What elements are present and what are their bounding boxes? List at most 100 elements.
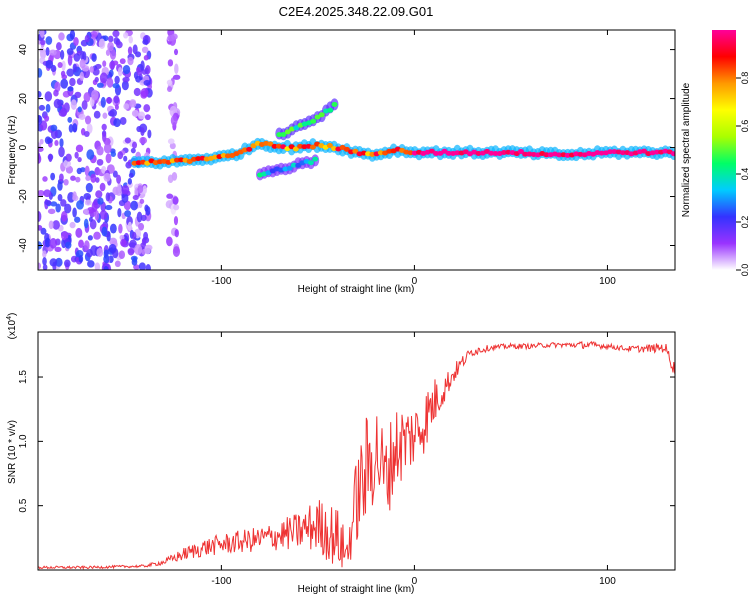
heatmap-cell: [123, 155, 128, 162]
heatmap-cell: [60, 78, 69, 89]
heatmap-cell: [140, 60, 145, 72]
y-tick-label: 20: [18, 93, 29, 105]
heatmap-cell: [92, 68, 100, 76]
y-tick-label: -40: [18, 238, 29, 253]
spectrogram-chart: -100 0 100 -40 -20 0 20 40 Height of straight …: [7, 29, 676, 295]
heatmap-cell: [522, 151, 529, 157]
heatmap-cell: [136, 69, 143, 76]
heatmap-cell: [45, 103, 51, 113]
heatmap-cell: [120, 238, 127, 247]
heatmap-cell: [103, 172, 111, 182]
heatmap-cell: [54, 139, 59, 146]
heatmap-cell: [76, 200, 84, 210]
heatmap-cell: [352, 148, 359, 154]
heatmap-cell: [112, 170, 118, 178]
heatmap-cell: [102, 60, 107, 67]
heatmap-cell: [101, 226, 108, 237]
colorbar-tick-label: 0.4: [740, 168, 750, 181]
heatmap-cell: [99, 182, 106, 192]
heatmap-cell: [57, 61, 63, 68]
heatmap-cell: [91, 89, 99, 101]
heatmap-cell: [129, 100, 137, 108]
x-tick-label: -100: [211, 276, 231, 287]
y-tick-label: 40: [18, 44, 29, 56]
heatmap-cell: [144, 114, 151, 121]
heatmap-cell: [142, 39, 149, 45]
x-tick-label: 0: [412, 576, 418, 587]
heatmap-cell: [84, 34, 90, 43]
heatmap-cell: [38, 115, 43, 125]
heatmap-cell: [86, 149, 95, 160]
heatmap-cell: [312, 156, 319, 162]
heatmap-cell: [95, 177, 100, 183]
snr-scale-label: (x104): [6, 313, 18, 340]
heatmap-cell: [93, 199, 99, 206]
heatmap-cell: [63, 102, 70, 113]
heatmap-cell: [103, 254, 110, 264]
heatmap-cell: [173, 215, 179, 226]
heatmap-cell: [167, 174, 174, 184]
heatmap-cell: [174, 63, 179, 75]
heatmap-cell: [81, 100, 88, 110]
heatmap-cell: [143, 79, 151, 86]
heatmap-cell: [428, 148, 435, 154]
heatmap-cell: [72, 207, 77, 218]
heatmap-cell: [117, 208, 122, 218]
heatmap-cell: [38, 211, 42, 222]
heatmap-cell: [119, 116, 127, 125]
heatmap-cell: [65, 165, 74, 174]
heatmap-cell: [292, 146, 299, 152]
heatmap-cell: [171, 33, 178, 40]
heatmap-cell: [267, 141, 274, 147]
heatmap-cell: [108, 243, 117, 253]
heatmap-cell: [454, 150, 461, 156]
heatmap-cell: [59, 173, 64, 182]
y-tick-label: -20: [18, 189, 29, 204]
y-tick-label: 1.5: [18, 370, 29, 384]
heatmap-cell: [307, 160, 314, 166]
heatmap-cell: [39, 120, 48, 131]
heatmap-cell: [38, 224, 43, 231]
heatmap-cell: [147, 129, 152, 139]
heatmap-cell: [127, 177, 132, 185]
heatmap-cell: [39, 30, 45, 38]
heatmap-cell: [167, 59, 174, 67]
heatmap-cell: [288, 144, 295, 150]
heatmap-cell: [45, 59, 54, 69]
heatmap-cell: [70, 99, 77, 110]
heatmap-cell: [74, 151, 79, 159]
heatmap-cell: [38, 68, 43, 78]
heatmap-cell: [79, 59, 86, 69]
heatmap-cell: [169, 142, 176, 150]
heatmap-cell: [101, 165, 107, 174]
heatmap-cell: [172, 246, 181, 258]
heatmap-cell: [83, 208, 90, 215]
heatmap-cell: [271, 143, 278, 149]
heatmap-cell: [331, 101, 338, 107]
heatmap-cell: [309, 144, 316, 150]
heatmap-cell: [85, 182, 93, 193]
heatmap-cell: [137, 111, 146, 120]
heatmap-cell: [60, 49, 65, 60]
heatmap-cell: [132, 194, 139, 201]
heatmap-cell: [653, 149, 660, 155]
heatmap-cell: [74, 216, 81, 223]
heatmap-cell: [130, 200, 139, 211]
heatmap-cell: [619, 150, 626, 156]
heatmap-cell: [69, 221, 76, 229]
heatmap-cell: [132, 141, 138, 149]
heatmap-cell: [83, 92, 91, 103]
heatmap-cell: [116, 41, 123, 49]
heatmap-cell: [78, 255, 84, 263]
heatmap-cell: [54, 81, 61, 93]
heatmap-cell: [43, 189, 52, 198]
heatmap-cell: [91, 53, 97, 62]
colorbar-label: Normalized spectral amplitude: [681, 82, 692, 217]
heatmap-cell: [144, 160, 151, 166]
heatmap-cell: [72, 191, 77, 201]
heatmap-cell: [433, 151, 440, 157]
spectrogram-x-ticks: -100 0 100: [211, 30, 616, 287]
heatmap-cell: [124, 210, 132, 218]
heatmap-cell: [327, 107, 334, 113]
heatmap-cell: [114, 260, 121, 268]
